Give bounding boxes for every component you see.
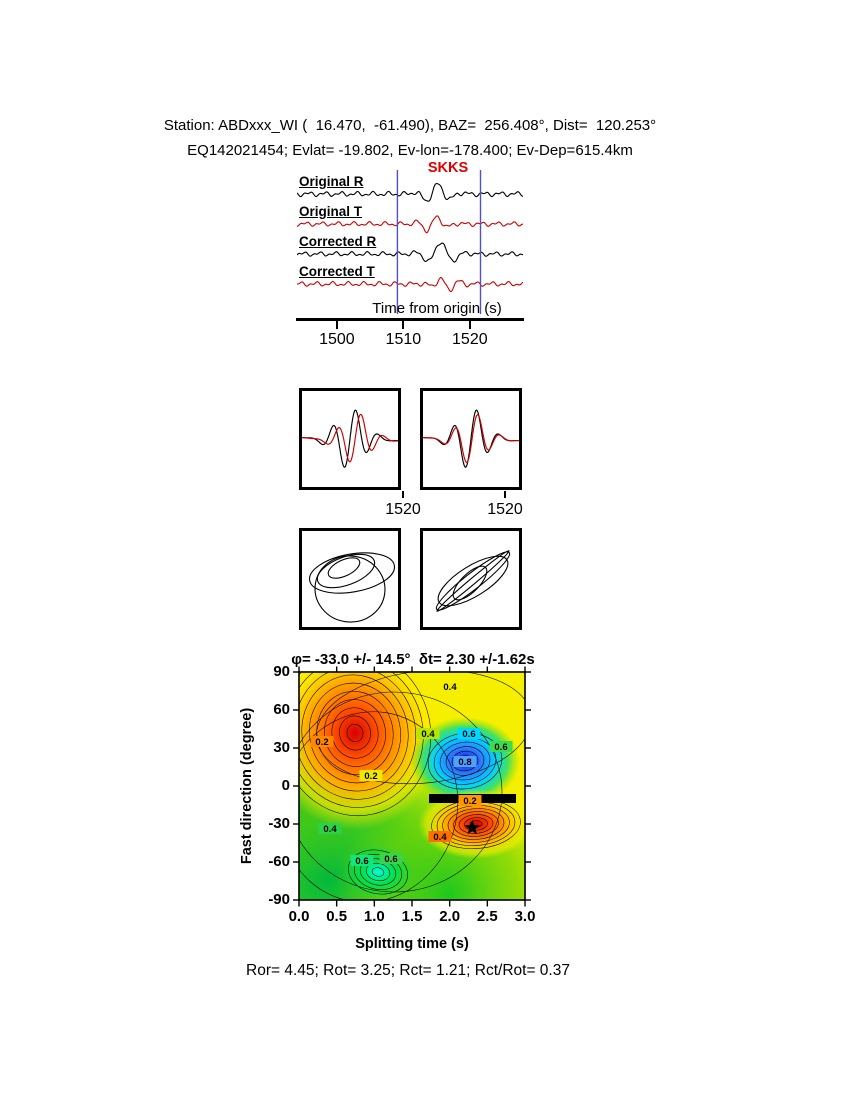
- contour-label-text: 0.4: [421, 729, 435, 740]
- contour-field: 0.4 0.2 0.2 0.4 0.6 0.6 0.8 0.2 0.4 0.4 0.6 0.6: [299, 672, 525, 900]
- contour-label-chip: [453, 756, 477, 767]
- misfit-min-bottom-region: [299, 672, 525, 900]
- phase-label-skks: SKKS: [427, 160, 469, 176]
- trace-waveform: [297, 182, 523, 202]
- component-waveform: [302, 409, 398, 468]
- trace-label-original-t: Original T: [299, 204, 363, 219]
- contour-label-chip: [350, 855, 374, 866]
- contour-ring: [299, 672, 432, 817]
- trace-label-corrected-t: Corrected T: [299, 264, 375, 279]
- time-axis-tick-label: 1500: [319, 331, 355, 348]
- particle-motion-right: [420, 528, 522, 630]
- contour-ring: [348, 849, 408, 895]
- contour-label-chip: [458, 795, 482, 806]
- contour-ring: [371, 867, 385, 877]
- station-info-line: Station: ABDxxx_WI ( 16.470, -61.490), B…: [163, 117, 657, 134]
- time-axis-tick: [402, 321, 405, 329]
- component-waveform: [302, 413, 398, 463]
- best-fit-star: [464, 819, 480, 835]
- contour-xtick-label: 1.0: [363, 908, 385, 925]
- trace-label-original-r: Original R: [299, 174, 364, 189]
- contour-ytick-label: -90: [268, 891, 290, 908]
- contour-ytick-label: 0: [281, 777, 290, 794]
- contour-ring: [453, 811, 499, 837]
- contour-label-chip: [318, 823, 342, 834]
- fast-slow-overlay-right: [420, 388, 522, 490]
- contour-ring: [464, 817, 488, 831]
- contour-label-text: 0.8: [458, 757, 471, 768]
- contour-ring: [451, 750, 479, 772]
- contour-ring: [346, 723, 364, 743]
- contour-label-chip: [428, 831, 452, 842]
- trace-waveform: [297, 215, 523, 234]
- overlay-right-tick-label: 1520: [487, 501, 523, 518]
- header: Station: ABDxxx_WI ( 16.470, -61.490), B…: [0, 118, 820, 158]
- contour-label-text: 0.2: [315, 737, 328, 748]
- contour-ytick-label: 90: [273, 663, 290, 680]
- contour-xtick-label: 0.5: [326, 908, 348, 925]
- fast-slow-overlay-left: [299, 388, 401, 490]
- contour-label-text: 0.4: [323, 824, 337, 835]
- contour-xtick-label: 0.0: [288, 908, 310, 925]
- component-waveform: [423, 414, 519, 464]
- contour-ring: [439, 741, 491, 781]
- contour-ytick-label: 60: [273, 701, 290, 718]
- contour-ytick-label: 30: [273, 739, 290, 756]
- contour-ring: [299, 711, 459, 900]
- contour-title: φ= -33.0 +/- 14.5° δt= 2.30 +/-1.62s: [291, 651, 535, 668]
- contour-label-chip: [438, 681, 462, 692]
- contour-xtick-label: 1.5: [401, 908, 423, 925]
- time-axis-line: [296, 318, 524, 321]
- contour-label-text: 0.6: [355, 856, 368, 867]
- contour-label-chip: [310, 736, 334, 747]
- particle-motion-left: [299, 528, 401, 630]
- contour-level-labels: 0.4 0.2 0.2 0.4 0.6 0.6 0.8 0.2 0.4 0.4 0.6 0.6: [310, 681, 513, 867]
- contour-label-text: 0.6: [384, 854, 397, 865]
- time-axis-tick: [468, 321, 471, 329]
- contour-xtick-label: 3.0: [514, 908, 536, 925]
- contour-label-chip: [457, 728, 481, 739]
- contour-label-text: 0.6: [462, 729, 475, 740]
- contour-label-text: 0.4: [443, 682, 457, 693]
- time-axis-label: Time from origin (s): [372, 300, 502, 317]
- contour-label-chip: [359, 770, 383, 781]
- particle-motion-curves: [435, 550, 511, 612]
- contour-ytick-label: -30: [268, 815, 290, 832]
- time-axis-tick-label: 1520: [452, 331, 488, 348]
- contour-ring: [309, 682, 401, 784]
- contour-label-text: 0.2: [364, 771, 377, 782]
- contour-label-text: 0.2: [463, 796, 476, 807]
- contour-ring: [299, 691, 503, 893]
- stats-line: Ror= 4.45; Rot= 3.25; Rct= 1.21; Rct/Rot…: [246, 962, 570, 979]
- contour-ring: [447, 808, 505, 840]
- trace-label-corrected-r: Corrected R: [299, 234, 377, 249]
- event-info-line: EQ142021454; Evlat= -19.802, Ev-lon=-178…: [187, 142, 633, 159]
- trace-waveform: [297, 277, 523, 293]
- contour-ring: [301, 674, 409, 792]
- contour-label-text: 0.6: [494, 742, 507, 753]
- overlay-right-tick: [504, 491, 506, 498]
- overlay-left-tick-label: 1520: [385, 501, 421, 518]
- contour-label-chip: [416, 728, 440, 739]
- misfit-contour-plot: 0.4 0.2 0.2 0.4 0.6 0.6 0.8 0.2 0.4 0.4 0.6 0.6: [293, 666, 531, 907]
- contour-xlabel: Splitting time (s): [355, 936, 469, 952]
- overlay-left-tick: [402, 491, 404, 498]
- contour-frame: [298, 671, 526, 901]
- contour-label-chip: [379, 853, 403, 864]
- trace-waveform: [297, 242, 523, 263]
- contour-ring: [339, 715, 371, 751]
- particle-motion-curves: [308, 552, 396, 623]
- contour-xtick-label: 2.0: [439, 908, 461, 925]
- contour-label-chip: [489, 741, 513, 752]
- contour-axis-ticks: [293, 666, 531, 907]
- time-axis-tick-label: 1510: [385, 331, 422, 348]
- waveform-traces-plot: [297, 170, 523, 314]
- contour-ring: [299, 672, 417, 800]
- contour-ytick-label: -60: [268, 853, 290, 870]
- contour-label-text: 0.4: [433, 832, 447, 843]
- time-axis-tick: [335, 321, 338, 329]
- contour-ring: [299, 672, 424, 808]
- contour-xtick-label: 2.5: [476, 908, 498, 925]
